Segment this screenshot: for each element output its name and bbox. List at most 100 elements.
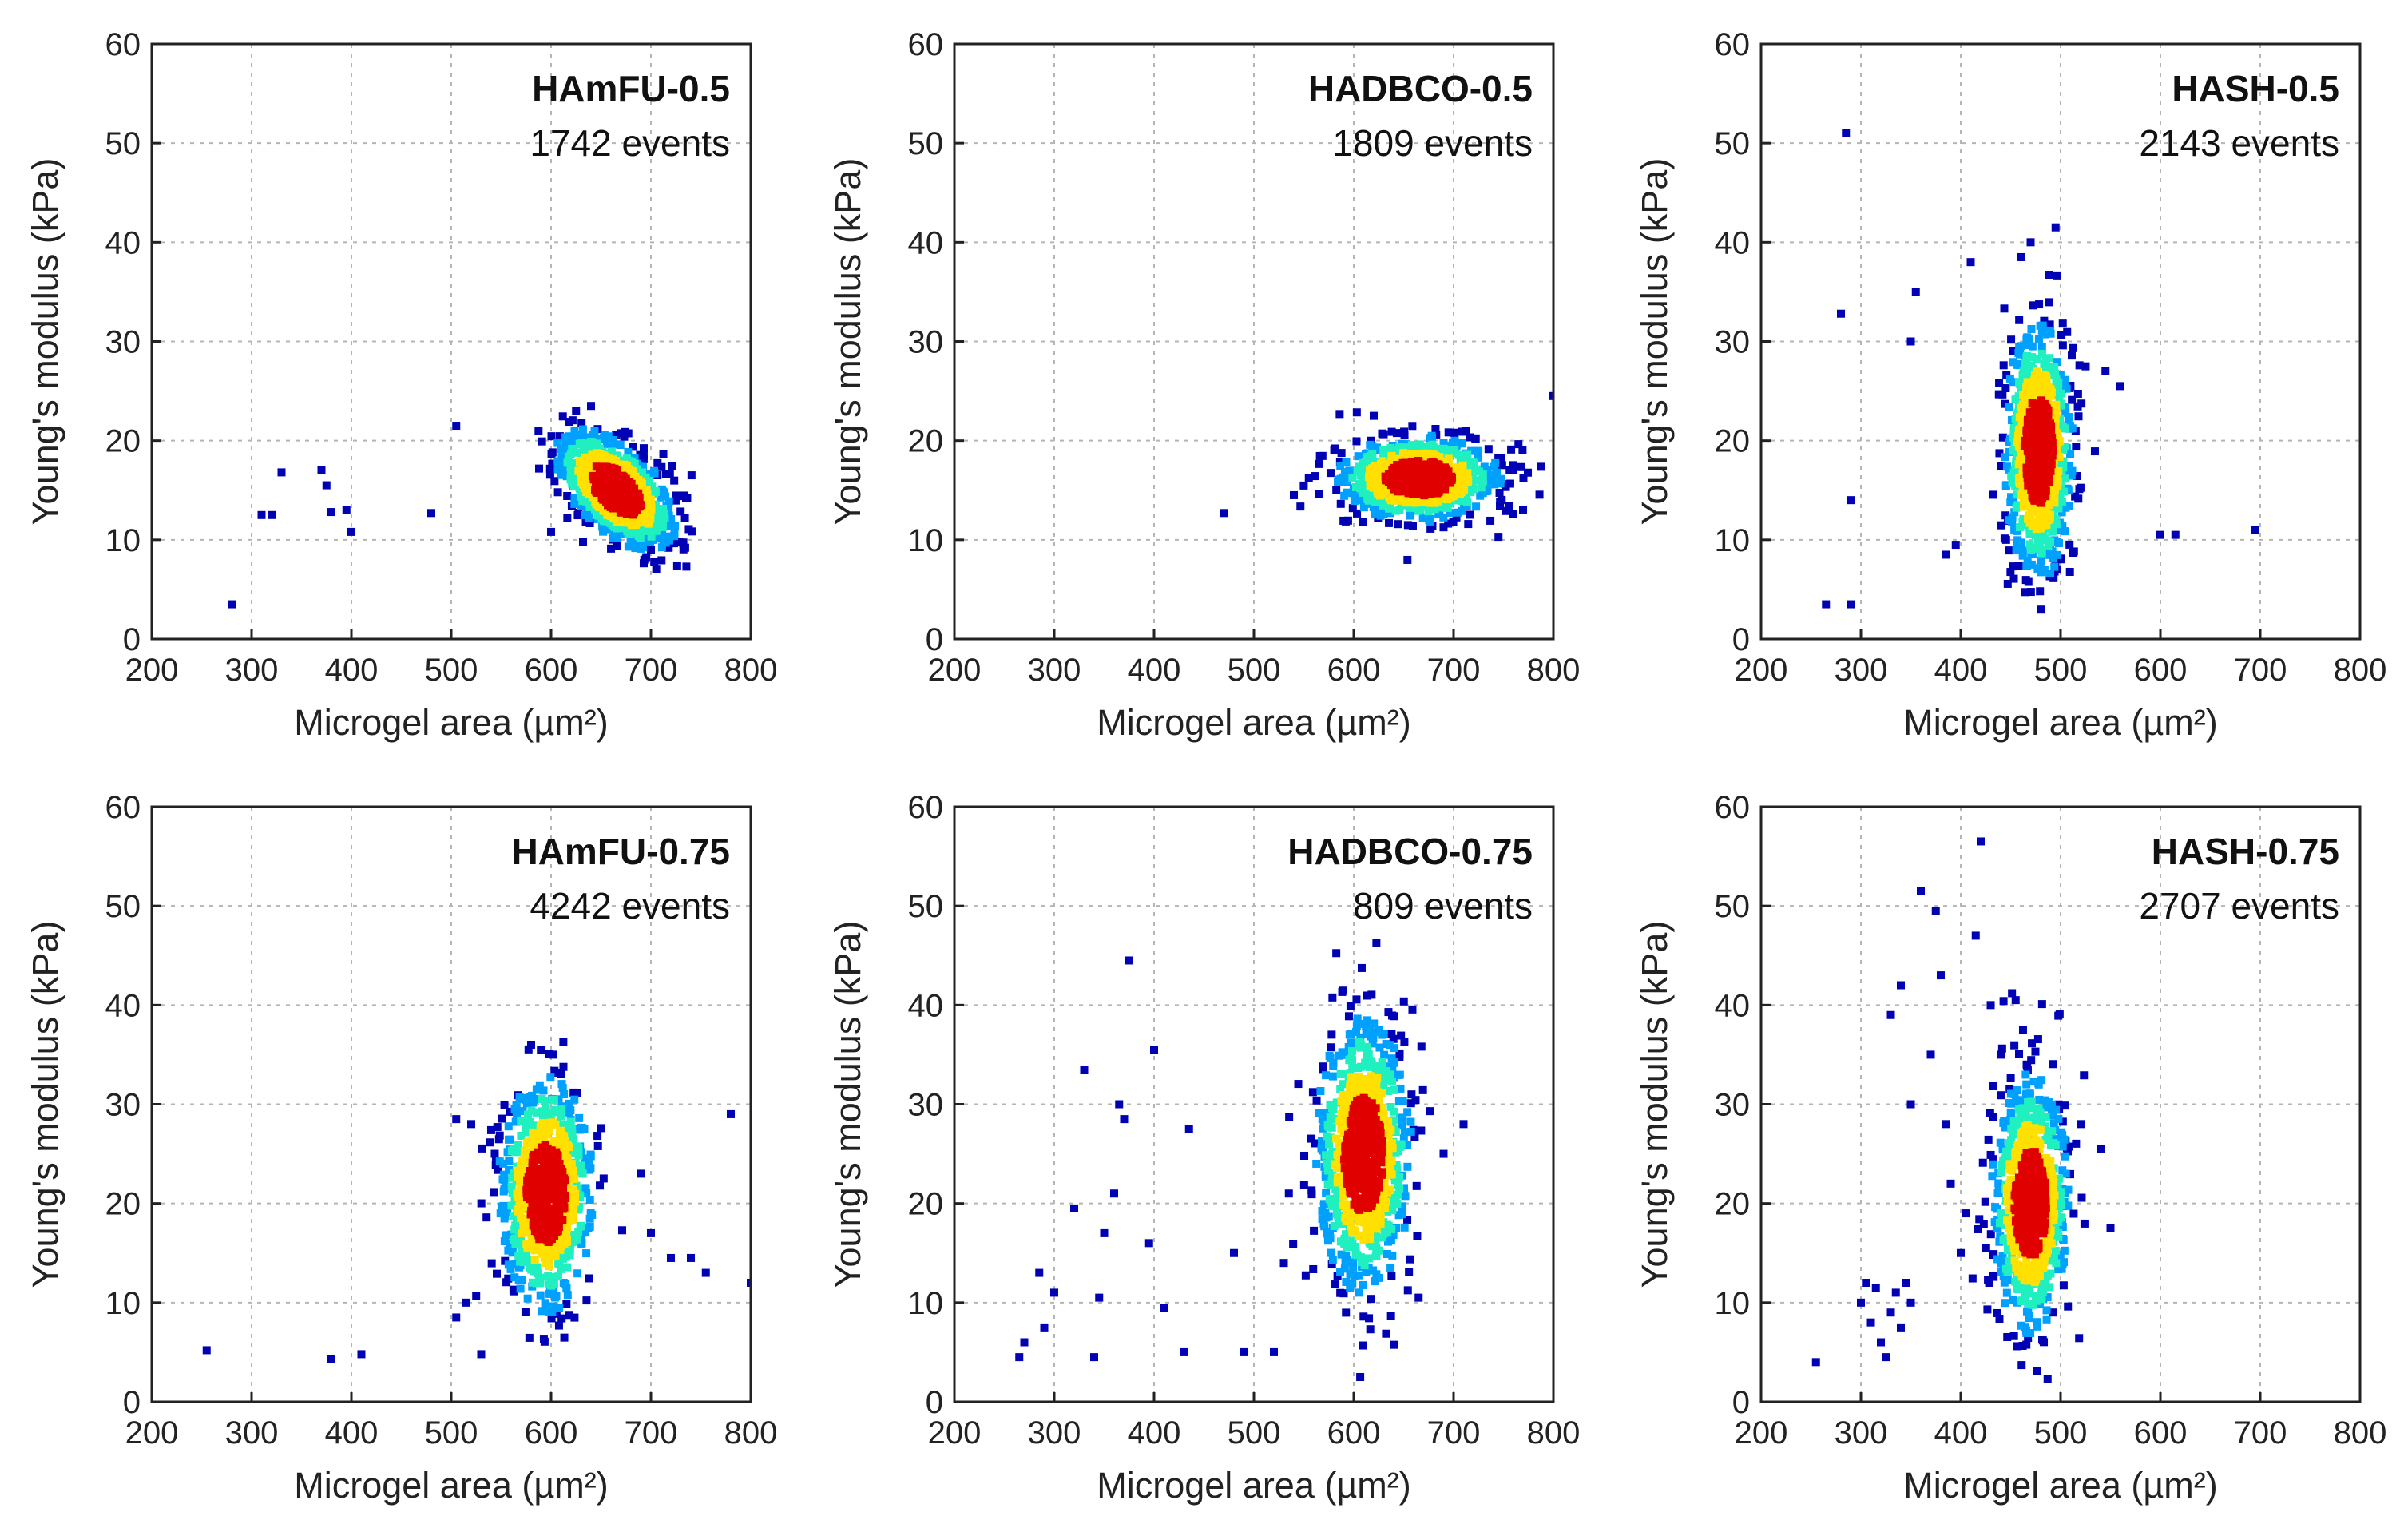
outlier-point <box>647 546 655 554</box>
y-tick-label: 50 <box>1715 889 1751 924</box>
scatter-point <box>521 1214 530 1223</box>
scatter-point <box>592 462 601 471</box>
scatter-point <box>1319 1200 1328 1209</box>
scatter-point <box>1505 479 1514 488</box>
scatter-point <box>1343 1243 1351 1252</box>
scatter-point <box>1356 1043 1365 1052</box>
y-tick-label: 20 <box>105 1187 141 1222</box>
scatter-point <box>1359 518 1367 526</box>
scatter-point <box>612 485 621 494</box>
scatter-point <box>1348 1258 1357 1267</box>
scatter-point <box>2006 1074 2015 1082</box>
scatter-point <box>1387 1030 1396 1038</box>
scatter-point <box>1368 1157 1377 1166</box>
scatter-point <box>612 440 621 449</box>
scatter-point <box>1349 1263 1358 1272</box>
scatter-point <box>2029 383 2037 392</box>
scatter-point <box>1355 1086 1363 1095</box>
outlier-point <box>1842 129 1851 137</box>
scatter-point <box>2026 588 2035 597</box>
scatter-point <box>1417 1126 1426 1135</box>
scatter-point <box>2068 395 2077 404</box>
scatter-point <box>628 534 637 543</box>
scatter-point <box>500 1237 509 1246</box>
x-tick-label: 800 <box>1527 653 1581 688</box>
scatter-point <box>2056 371 2065 379</box>
scatter-point <box>1979 1220 1988 1228</box>
scatter-point <box>624 542 633 551</box>
scatter-point <box>1328 1147 1337 1156</box>
scatter-point <box>493 1269 502 1278</box>
scatter-point <box>1318 1142 1327 1151</box>
panel-events-count: 809 events <box>1353 885 1533 927</box>
scatter-point <box>1342 458 1351 466</box>
scatter-point <box>1393 1200 1402 1209</box>
scatter-point <box>2029 364 2037 373</box>
outlier-point <box>1304 474 1313 482</box>
scatter-point <box>1312 1159 1321 1168</box>
scatter-point <box>1344 1012 1353 1021</box>
scatter-point <box>1348 504 1357 513</box>
scatter-point <box>1385 518 1394 527</box>
scatter-point <box>2057 554 2065 563</box>
scatter-point <box>1452 513 1461 522</box>
scatter-point <box>557 470 566 479</box>
scatter-point <box>2024 1334 2033 1343</box>
outlier-point <box>1150 1046 1158 1054</box>
scatter-point <box>1382 1329 1390 1338</box>
panel-title: HAmFU-0.5 <box>532 68 730 109</box>
scatter-point <box>574 1169 583 1177</box>
scatter-point <box>1379 430 1388 439</box>
x-tick-label: 300 <box>225 653 279 688</box>
scatter-point <box>584 514 593 523</box>
scatter-point <box>582 1296 591 1305</box>
scatter-point <box>571 459 580 468</box>
scatter-point <box>557 1264 565 1273</box>
outlier-point <box>1450 428 1458 437</box>
scatter-point <box>504 1246 513 1255</box>
scatter-point <box>576 1125 585 1134</box>
scatter-point <box>2058 319 2067 328</box>
scatter-point <box>563 1263 572 1272</box>
scatter-point <box>1351 1242 1359 1251</box>
scatter-point <box>2039 370 2048 379</box>
scatter-point <box>2037 343 2046 351</box>
outlier-point <box>322 481 331 490</box>
scatter-point <box>555 1129 564 1138</box>
y-tick-label: 50 <box>908 889 944 924</box>
scatter-point <box>2041 330 2049 339</box>
scatter-point <box>640 534 649 543</box>
scatter-point <box>2027 1056 2036 1065</box>
scatter-point <box>624 447 633 456</box>
scatter-point <box>1357 1062 1366 1071</box>
scatter-point <box>517 1236 526 1245</box>
scatter-point <box>1387 1157 1396 1165</box>
outlier-point <box>1100 1228 1109 1237</box>
scatter-point <box>1355 1288 1363 1297</box>
scatter-point <box>556 1201 565 1210</box>
scatter-point <box>1371 1125 1380 1134</box>
scatter-point <box>1387 427 1396 436</box>
x-tick-label: 800 <box>2334 1415 2387 1451</box>
scatter-point <box>2008 518 2017 526</box>
scatter-point <box>1395 506 1404 514</box>
y-tick-label: 0 <box>1732 622 1750 657</box>
scatter-point <box>1378 1233 1386 1242</box>
scatter-point <box>558 458 567 467</box>
scatter-point <box>1335 1176 1343 1185</box>
scatter-point <box>563 514 572 522</box>
scatter-point <box>1426 434 1434 443</box>
scatter-point <box>1535 490 1544 499</box>
panel-events-count: 1809 events <box>1332 122 1533 164</box>
scatter-point <box>2018 490 2027 498</box>
scatter-point <box>530 1210 539 1219</box>
scatter-point <box>2036 321 2045 330</box>
scatter-point <box>1464 520 1473 529</box>
scatter-point <box>2003 579 2012 588</box>
scatter-point <box>1323 1166 1332 1175</box>
scatter-point <box>1400 1223 1409 1232</box>
scatter-point <box>1364 1197 1373 1205</box>
scatter-point <box>493 1123 502 1132</box>
scatter-point <box>1348 1279 1357 1288</box>
scatter-point <box>2028 1039 2037 1048</box>
